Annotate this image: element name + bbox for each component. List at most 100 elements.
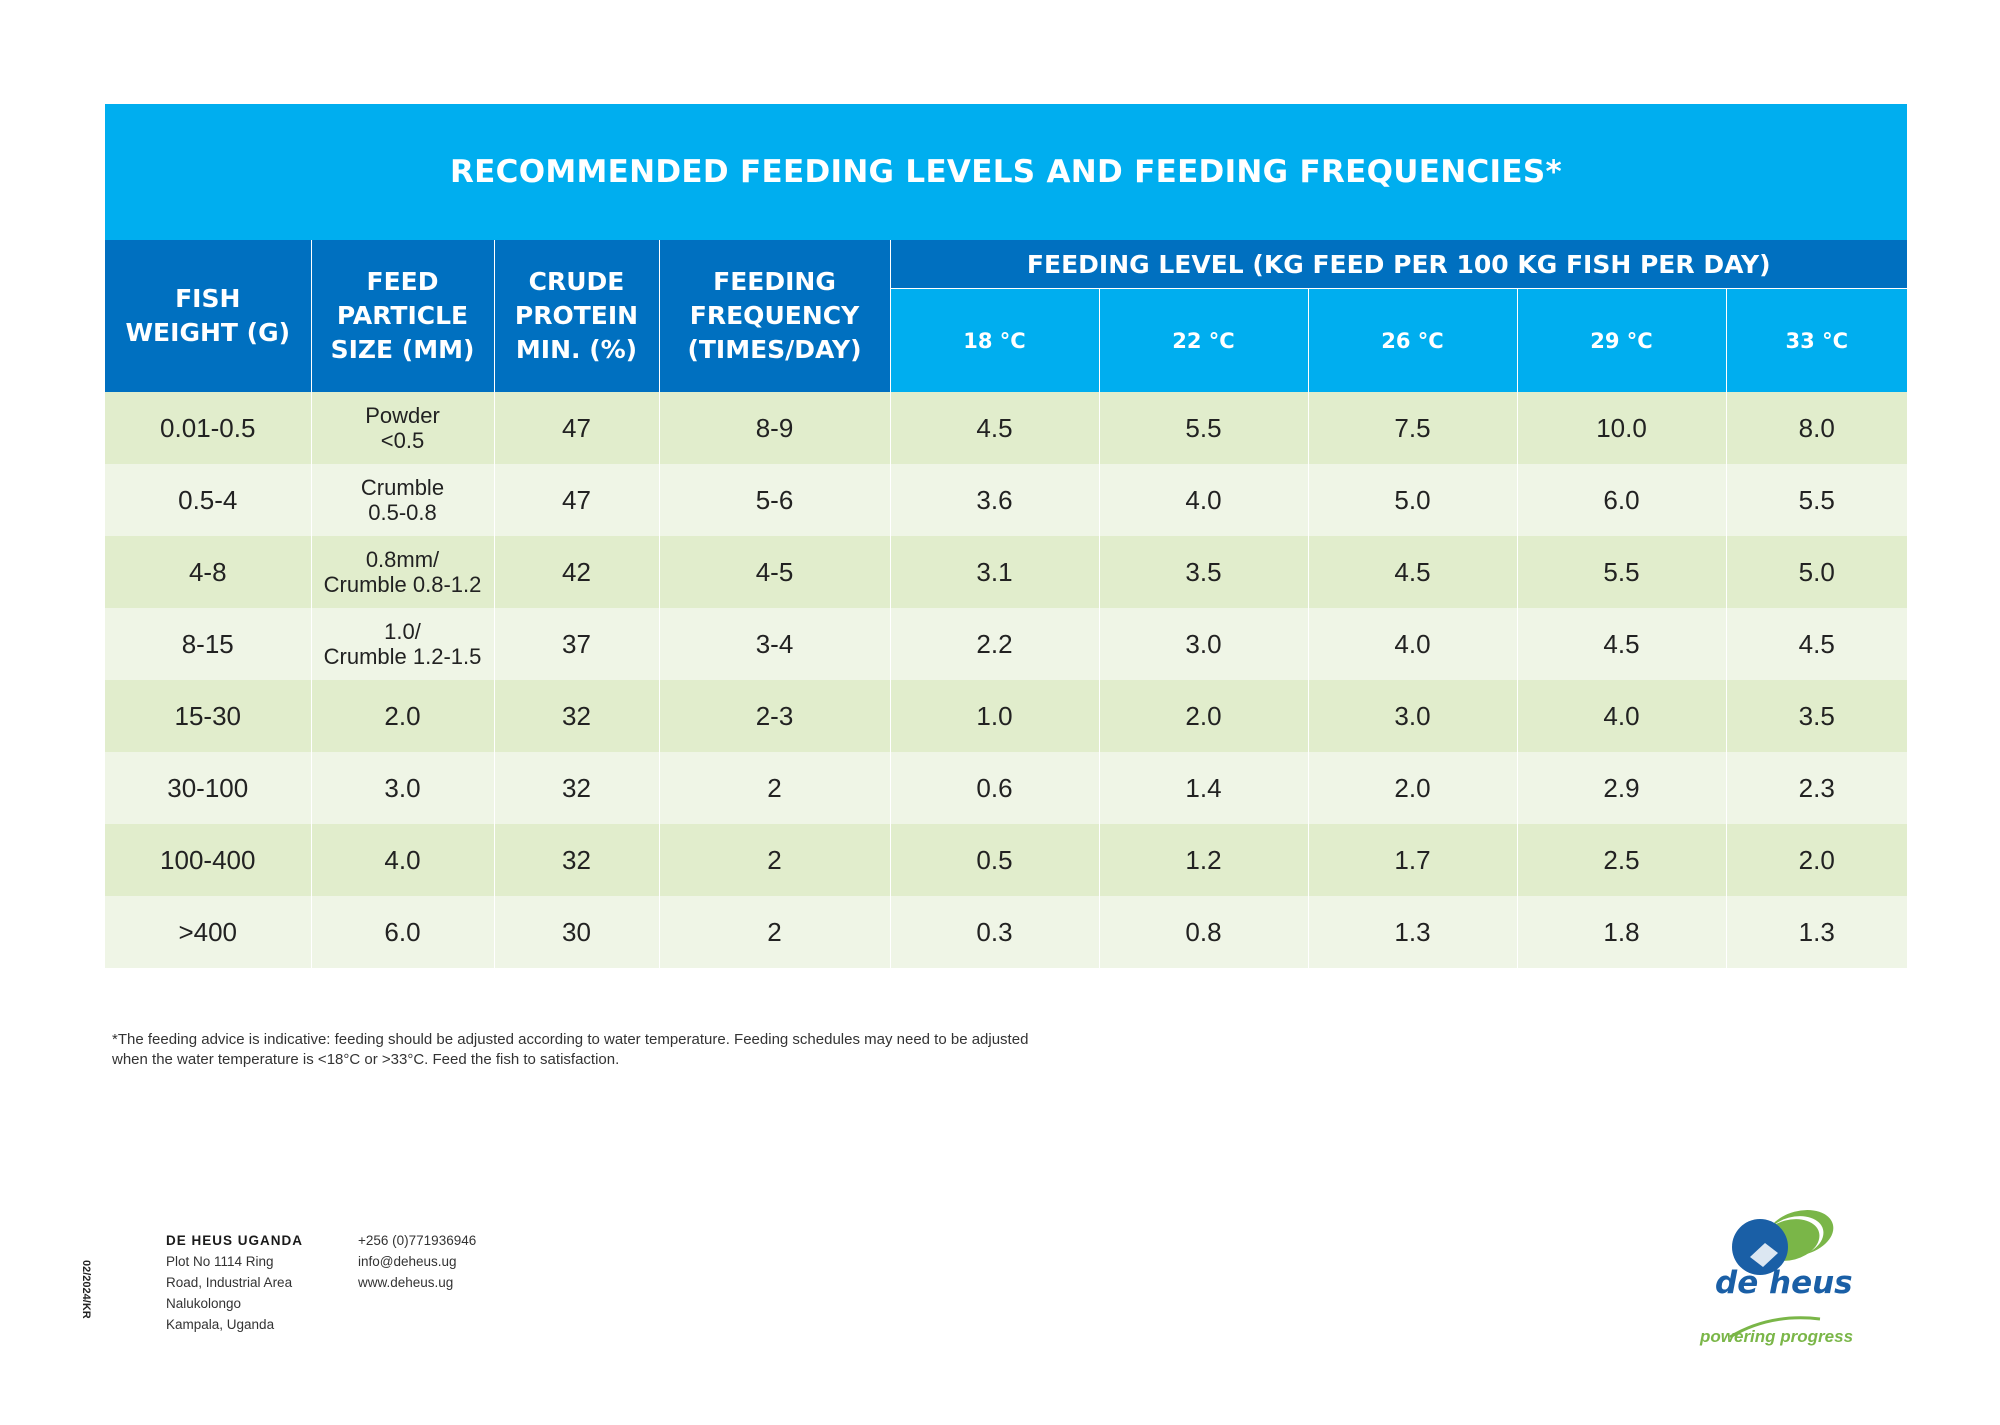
header-feeding-frequency: FEEDING FREQUENCY (TIMES/DAY) xyxy=(658,240,891,392)
cell-level-33: 5.5 xyxy=(1726,464,1908,536)
address-line-1: Plot No 1114 Ring xyxy=(166,1254,274,1269)
cell-level-26: 2.0 xyxy=(1308,752,1518,824)
cell-particle: 6.0 xyxy=(311,896,495,968)
cell-level-26: 5.0 xyxy=(1308,464,1518,536)
website-link[interactable]: www.deheus.ug xyxy=(358,1275,454,1290)
cell-particle: 4.0 xyxy=(311,824,495,896)
email-link[interactable]: info@deheus.ug xyxy=(358,1254,457,1269)
cell-frequency: 8-9 xyxy=(659,392,891,464)
cell-protein: 42 xyxy=(494,536,660,608)
logo-tagline: powering progress xyxy=(1700,1327,1854,1346)
cell-level-18: 1.0 xyxy=(890,680,1100,752)
cell-particle-line-1: Powder xyxy=(365,403,440,428)
header-particle-size: FEED PARTICLE SIZE (MM) xyxy=(310,240,495,392)
cell-frequency: 5-6 xyxy=(659,464,891,536)
header-particle-size-line-2: PARTICLE xyxy=(336,301,469,330)
header-temp-22: 22 °C xyxy=(1098,288,1309,392)
cell-weight: 100-400 xyxy=(105,824,312,896)
title-band: RECOMMENDED FEEDING LEVELS AND FEEDING F… xyxy=(105,104,1907,240)
cell-level-33: 8.0 xyxy=(1726,392,1908,464)
cell-protein: 32 xyxy=(494,752,660,824)
page-title: RECOMMENDED FEEDING LEVELS AND FEEDING F… xyxy=(450,154,1562,190)
cell-level-18: 0.5 xyxy=(890,824,1100,896)
cell-level-18: 3.1 xyxy=(890,536,1100,608)
header-fish-weight-line-2: WEIGHT (G) xyxy=(125,318,291,347)
cell-particle: Powder <0.5 xyxy=(311,392,495,464)
cell-frequency: 2 xyxy=(659,896,891,968)
table-row: 0.5-4 Crumble 0.5-0.8 47 5-6 3.6 4.0 5.0 … xyxy=(105,464,1908,536)
address-line-2: Road, Industrial Area xyxy=(166,1275,293,1290)
cell-level-29: 4.5 xyxy=(1517,608,1727,680)
cell-level-22: 3.5 xyxy=(1099,536,1309,608)
cell-level-33: 4.5 xyxy=(1726,608,1908,680)
table-row: 30-100 3.0 32 2 0.6 1.4 2.0 2.9 2.3 xyxy=(105,752,1908,824)
cell-weight: 30-100 xyxy=(105,752,312,824)
cell-particle-line-2: Crumble 0.8-1.2 xyxy=(323,572,482,597)
cell-level-26: 1.7 xyxy=(1308,824,1518,896)
cell-level-33: 2.3 xyxy=(1726,752,1908,824)
cell-particle-line-2: <0.5 xyxy=(380,428,425,453)
cell-level-26: 1.3 xyxy=(1308,896,1518,968)
cell-level-22: 1.2 xyxy=(1099,824,1309,896)
table-row: >400 6.0 30 2 0.3 0.8 1.3 1.8 1.3 xyxy=(105,896,1908,968)
header-fish-weight-line-1: FISH xyxy=(175,284,241,313)
cell-level-29: 4.0 xyxy=(1517,680,1727,752)
cell-particle: 2.0 xyxy=(311,680,495,752)
cell-level-33: 3.5 xyxy=(1726,680,1908,752)
cell-level-18: 2.2 xyxy=(890,608,1100,680)
cell-level-33: 2.0 xyxy=(1726,824,1908,896)
cell-particle: 1.0/Crumble 1.2-1.5 xyxy=(311,608,495,680)
header-temp-26: 26 °C xyxy=(1307,288,1518,392)
cell-frequency: 2-3 xyxy=(659,680,891,752)
header-frequency-line-2: FREQUENCY xyxy=(689,301,860,330)
table-row: 100-400 4.0 32 2 0.5 1.2 1.7 2.5 2.0 xyxy=(105,824,1908,896)
header-feeding-level: FEEDING LEVEL (KG FEED PER 100 KG FISH P… xyxy=(889,240,1908,289)
cell-level-18: 4.5 xyxy=(890,392,1100,464)
document-code: 02/2024/KR xyxy=(80,1260,92,1319)
cell-level-33: 5.0 xyxy=(1726,536,1908,608)
header-particle-size-line-1: FEED xyxy=(366,267,439,296)
cell-particle-line-2: Crumble 1.2-1.5 xyxy=(323,644,482,669)
cell-particle-line-1: 1.0/ xyxy=(384,619,421,644)
feeding-table: FISH WEIGHT (G) FEED PARTICLE SIZE (MM) … xyxy=(105,240,1908,968)
company-name: DE HEUS UGANDA xyxy=(166,1233,304,1248)
cell-level-29: 5.5 xyxy=(1517,536,1727,608)
cell-protein: 47 xyxy=(494,464,660,536)
table-row: 8-15 1.0/Crumble 1.2-1.5 37 3-4 2.2 3.0 … xyxy=(105,608,1908,680)
header-frequency-line-1: FEEDING xyxy=(713,267,836,296)
cell-weight: 0.01-0.5 xyxy=(105,392,312,464)
contact-block: +256 (0)771936946 info@deheus.ug www.deh… xyxy=(358,1230,476,1293)
cell-weight: 15-30 xyxy=(105,680,312,752)
phone-number: +256 (0)771936946 xyxy=(358,1233,477,1248)
de-heus-logo-icon xyxy=(1729,1209,1834,1339)
cell-weight: >400 xyxy=(105,896,312,968)
cell-particle: Crumble 0.5-0.8 xyxy=(311,464,495,536)
cell-protein: 32 xyxy=(494,824,660,896)
header-fish-weight: FISH WEIGHT (G) xyxy=(105,240,312,392)
cell-level-18: 3.6 xyxy=(890,464,1100,536)
cell-particle: 3.0 xyxy=(311,752,495,824)
cell-level-22: 1.4 xyxy=(1099,752,1309,824)
cell-level-26: 3.0 xyxy=(1308,680,1518,752)
header-temp-33: 33 °C xyxy=(1725,288,1908,392)
header-frequency-line-3: (TIMES/DAY) xyxy=(687,335,862,364)
cell-weight: 4-8 xyxy=(105,536,312,608)
header-crude-protein-line-3: MIN. (%) xyxy=(515,335,638,364)
cell-level-26: 7.5 xyxy=(1308,392,1518,464)
cell-frequency: 2 xyxy=(659,824,891,896)
cell-level-26: 4.0 xyxy=(1308,608,1518,680)
cell-protein: 30 xyxy=(494,896,660,968)
cell-protein: 37 xyxy=(494,608,660,680)
cell-level-18: 0.6 xyxy=(890,752,1100,824)
header-temp-29: 29 °C xyxy=(1516,288,1727,392)
cell-weight: 0.5-4 xyxy=(105,464,312,536)
cell-frequency: 2 xyxy=(659,752,891,824)
address-line-3: Nalukolongo xyxy=(166,1296,242,1311)
cell-level-22: 4.0 xyxy=(1099,464,1309,536)
cell-protein: 32 xyxy=(494,680,660,752)
cell-protein: 47 xyxy=(494,392,660,464)
table-row: 15-30 2.0 32 2-3 1.0 2.0 3.0 4.0 3.5 xyxy=(105,680,1908,752)
cell-weight: 8-15 xyxy=(105,608,312,680)
cell-particle-line-1: 0.8mm/ xyxy=(365,547,440,572)
cell-level-18: 0.3 xyxy=(890,896,1100,968)
